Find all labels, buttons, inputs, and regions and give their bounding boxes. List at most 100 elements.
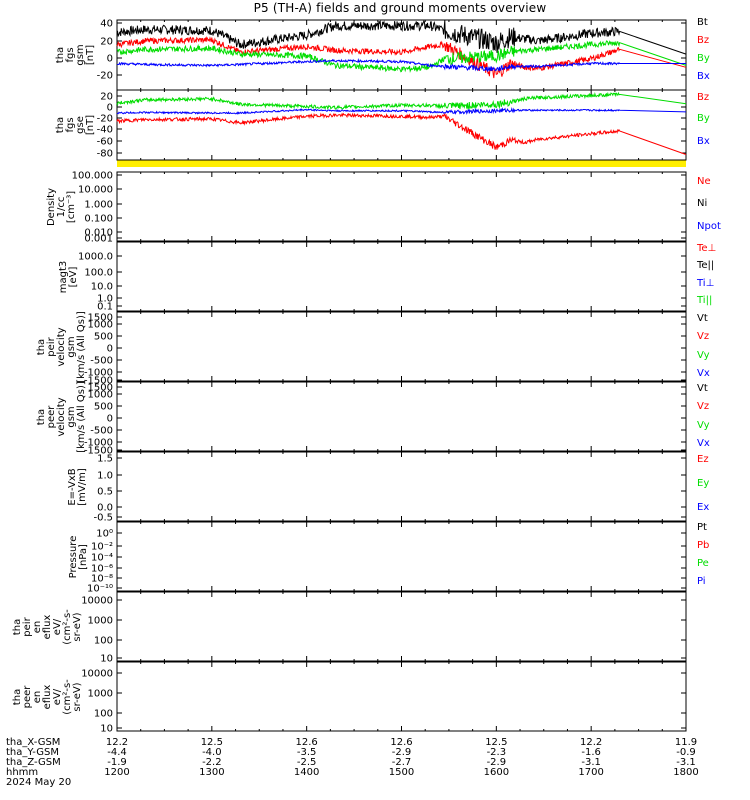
y-tick-label-peir_flux: 10	[100, 654, 113, 665]
y-tick-label-fgs_gsm: 0	[107, 54, 113, 65]
y-tick-label-fgs_gsm: -20	[97, 71, 113, 82]
legend-fgs_dsl-bx: Bx	[697, 136, 710, 147]
chart-title: P5 (TH-A) fields and ground moments over…	[253, 1, 547, 15]
y-tick-label-temp: 0.1	[97, 302, 113, 313]
footer-value: 12.5	[200, 737, 223, 748]
legend-pressure-pi: Pi	[697, 576, 706, 587]
y-tick-label-density: 0.100	[84, 214, 113, 225]
y-tick-label-peir_vel: 500	[94, 332, 113, 343]
footer-value: 1300	[199, 767, 225, 778]
panel-frame-temp	[116, 241, 687, 312]
legend-peir_vel-vy: Vy	[697, 350, 710, 361]
y-tick-label-peer_flux: 100	[94, 709, 113, 720]
legend-temp-ti⊥: Ti⊥	[697, 278, 715, 289]
y-tick-label-temp: 10.0	[91, 282, 113, 293]
y-tick-label-pressure: 10⁻²	[91, 542, 113, 553]
panel-frame-pressure	[116, 521, 687, 592]
panel-frame-peir_flux	[116, 591, 687, 662]
y-axis-label-text: tha fgs gse [nT]	[55, 115, 96, 135]
footer-value: -2.7	[391, 757, 412, 768]
legend-density-npot: Npot	[697, 221, 721, 232]
series-fgs-bz	[116, 112, 687, 155]
legend-peir_vel-vt: Vt	[697, 313, 708, 324]
y-axis-label-text: tha peer en eflux eV/(cm²-s-sr-eV)	[12, 679, 83, 715]
footer-label-x: tha_X-GSM	[6, 737, 61, 748]
y-axis-label-line: [nPa]	[78, 543, 89, 570]
footer-value: 1600	[483, 767, 510, 778]
y-tick-label-peer_vel: 1500	[88, 383, 113, 394]
series-fgs-bt	[116, 19, 687, 55]
y-axis-label-text: E=-VxB [mV/m]	[67, 468, 88, 506]
series-fgs-bx	[116, 58, 686, 73]
y-tick-label-peir_flux: 10000	[81, 596, 113, 607]
legend-fgs_gsm-by: By	[697, 53, 710, 64]
legend-peer_vel-vz: Vz	[697, 401, 710, 412]
y-axis-label-line: [eV]	[68, 266, 79, 287]
y-tick-label-peer_vel: 0	[107, 414, 113, 425]
legend-density-ne: Ne	[697, 176, 711, 187]
y-tick-label-pressure: 10⁻⁶	[91, 564, 113, 575]
y-axis-label-text: tha fgs gsm [nT]	[55, 44, 96, 66]
y-tick-label-density: 10.000	[78, 185, 113, 196]
y-tick-label-pressure: 10⁻⁴	[91, 553, 113, 564]
footer-value: -0.9	[676, 747, 696, 758]
y-tick-label-fgs_dsl: -60	[97, 137, 113, 148]
y-axis-label-line: [nT]	[85, 44, 96, 66]
footer-value: 1800	[673, 767, 699, 778]
footer-value: -3.1	[581, 757, 601, 768]
y-axis-label-line: [cm⁻³]	[66, 190, 77, 223]
footer-value: 1700	[578, 767, 604, 778]
footer-label-z: tha_Z-GSM	[6, 757, 61, 768]
footer-value: 12.5	[485, 737, 508, 748]
legend-fgs_gsm-bt: Bt	[697, 17, 708, 28]
legend-fgs_dsl-bz: Bz	[697, 92, 710, 103]
y-tick-label-peer_vel: -500	[90, 426, 113, 437]
footer-value: -2.9	[391, 747, 412, 758]
y-tick-label-density: 0.001	[84, 234, 113, 245]
footer-value: 12.2	[105, 737, 129, 748]
legend-efield-ey: Ey	[697, 478, 710, 489]
legend-efield-ex: Ex	[697, 502, 710, 513]
y-axis-label-line: [km/s (All Qs)]	[76, 380, 87, 453]
legend-peer_vel-vy: Vy	[697, 420, 710, 431]
footer-value: -4.4	[107, 747, 127, 758]
y-tick-label-peer_flux: 1000	[88, 689, 113, 700]
series-fgs-by	[116, 91, 687, 111]
legend-temp-te⊥: Te⊥	[697, 243, 717, 254]
legend-fgs_gsm-bz: Bz	[697, 35, 710, 46]
y-tick-label-fgs_dsl: -40	[97, 125, 113, 136]
y-tick-label-density: 1.000	[84, 200, 113, 211]
y-axis-label-text: tha peir en eflux eV/(cm²-s-sr-eV)	[12, 609, 83, 645]
footer-value: -1.6	[581, 747, 601, 758]
legend-temp-ti||: Ti||	[697, 295, 713, 306]
footer-row-time: hhmm 1200 1300 1400 1500 1600 1700 1800	[0, 767, 750, 778]
legend-efield-ez: Ez	[697, 454, 709, 465]
footer-label-time: hhmm	[6, 767, 39, 778]
y-tick-label-peir_flux: 100	[94, 636, 113, 647]
panel-frame-efield	[116, 451, 687, 522]
footer-value: 1400	[293, 767, 320, 778]
y-tick-label-pressure: 10⁻¹⁰	[87, 584, 113, 595]
y-axis-label-line: sr-eV)	[72, 681, 83, 712]
y-tick-label-peir_vel: -1000	[84, 368, 113, 379]
legend-peer_vel-vx: Vx	[697, 438, 710, 449]
y-axis-label-line: [km/s (All Qs)]	[76, 310, 87, 383]
footer-value: 1500	[388, 767, 415, 778]
y-axis-label-text: magt3 [eV]	[58, 260, 79, 293]
footer-value: -3.1	[676, 757, 696, 768]
footer-value: 12.6	[295, 737, 318, 748]
y-tick-label-fgs_dsl: -20	[97, 114, 113, 125]
footer-value: -2.9	[486, 757, 507, 768]
panel-frame-density	[116, 171, 687, 242]
y-tick-label-efield: 1.5	[97, 454, 113, 465]
y-tick-label-peir_vel: -500	[90, 356, 113, 367]
panel-frame-peir_vel	[116, 311, 687, 382]
footer-row-z: tha_Z-GSM -1.9 -2.2 -2.5 -2.7 -2.9 -3.1 -3.1	[0, 757, 750, 768]
y-axis-label-text: Density 1/cc [cm⁻³]	[46, 187, 77, 225]
series-fgs-bx	[116, 107, 687, 115]
footer-value: -3.5	[296, 747, 317, 758]
y-tick-label-density: 100.000	[72, 171, 113, 182]
panel-frame-fgs_dsl	[116, 89, 687, 161]
footer-value: 1200	[104, 767, 130, 778]
footer-value: -1.9	[107, 757, 127, 768]
